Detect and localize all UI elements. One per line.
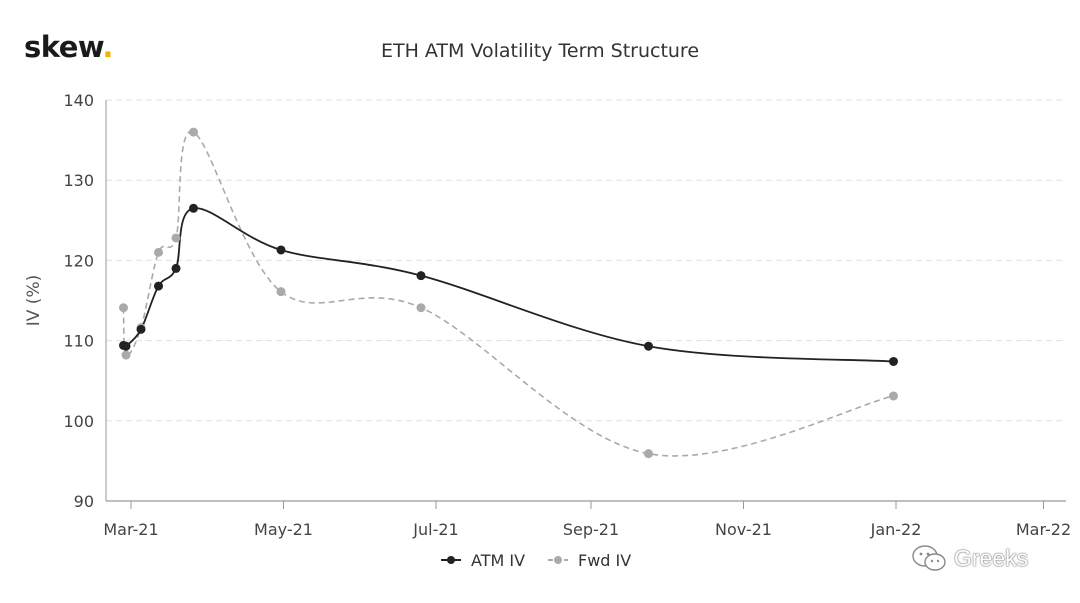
fwd-iv-point bbox=[119, 303, 128, 313]
wechat-icon bbox=[912, 545, 946, 571]
atm-iv-point bbox=[189, 203, 198, 213]
x-tick-label: Nov-21 bbox=[715, 520, 772, 539]
fwd-iv-point bbox=[154, 247, 163, 257]
x-tick-label: May-21 bbox=[254, 520, 313, 539]
legend-item-atm-iv[interactable]: ATM IV bbox=[441, 551, 525, 570]
legend-label: ATM IV bbox=[471, 551, 525, 570]
atm-iv-point bbox=[136, 324, 146, 334]
y-tick-label: 120 bbox=[63, 251, 94, 270]
fwd-iv-point bbox=[189, 127, 198, 137]
atm-iv-line bbox=[122, 207, 894, 363]
legend-marker bbox=[447, 556, 455, 564]
x-tick-label: Mar-21 bbox=[103, 520, 158, 539]
skew-logo: skew. bbox=[24, 30, 113, 64]
atm-iv-point bbox=[644, 341, 653, 351]
grid-lines bbox=[106, 99, 1066, 422]
atm-iv-point bbox=[416, 271, 426, 281]
greeks-watermark: Greeks bbox=[910, 542, 1060, 574]
atm-iv-point bbox=[889, 356, 898, 366]
legend-marker bbox=[554, 556, 562, 564]
logo-text: skew bbox=[24, 30, 103, 64]
fwd-iv-point bbox=[644, 449, 653, 459]
y-tick-label: 90 bbox=[74, 492, 94, 511]
x-tick-label: Sep-21 bbox=[563, 520, 619, 539]
y-tick-label: 140 bbox=[63, 91, 94, 110]
fwd-iv-point bbox=[276, 287, 286, 297]
x-tick-label: Jan-22 bbox=[870, 520, 922, 539]
axes: 90 100 110 120 130 140 Mar-21 May-21 Jul-21 Sep-2… bbox=[24, 91, 1071, 539]
atm-iv-point bbox=[121, 341, 131, 351]
fwd-iv-point bbox=[889, 391, 898, 401]
x-tick-label: Mar-22 bbox=[1016, 520, 1071, 539]
y-tick-label: 130 bbox=[63, 171, 94, 190]
fwd-iv-point bbox=[171, 233, 181, 243]
watermark-text: Greeks bbox=[954, 544, 1029, 571]
fwd-iv-point bbox=[121, 350, 131, 360]
atm-iv-point bbox=[171, 263, 181, 273]
y-tick-label: 110 bbox=[63, 332, 94, 351]
data-points bbox=[119, 127, 898, 459]
logo-dot: . bbox=[102, 30, 113, 64]
legend-label: Fwd IV bbox=[578, 551, 631, 570]
y-tick-label: 100 bbox=[63, 412, 94, 431]
legend[interactable]: ATM IV Fwd IV bbox=[441, 551, 631, 570]
fwd-iv-point bbox=[416, 303, 426, 313]
atm-iv-point bbox=[276, 245, 286, 255]
x-tick-label: Jul-21 bbox=[412, 520, 458, 539]
chart-title: ETH ATM Volatility Term Structure bbox=[380, 40, 700, 62]
legend-item-fwd-iv[interactable]: Fwd IV bbox=[548, 551, 631, 570]
y-axis-label: IV (%) bbox=[24, 275, 44, 326]
atm-iv-point bbox=[154, 281, 163, 291]
